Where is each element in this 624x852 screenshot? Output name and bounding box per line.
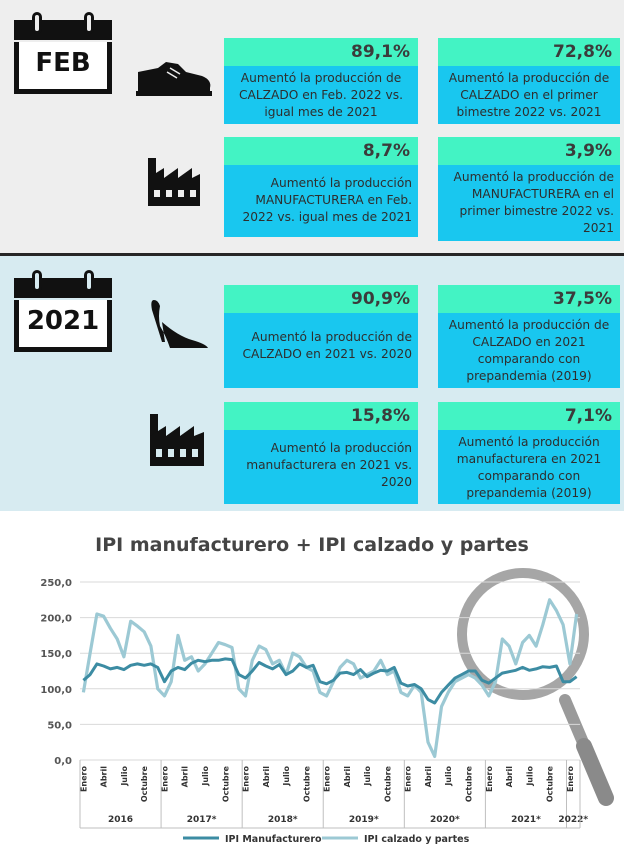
- y-tick-label: 250,0: [40, 578, 72, 589]
- x-tick-label: Abril: [505, 766, 514, 788]
- year-label: 2022*: [558, 815, 588, 825]
- x-tick-label: Octubre: [221, 765, 230, 802]
- chart-title: IPI manufacturero + IPI calzado y partes: [95, 534, 529, 556]
- stat-description: Aumentó la producción manufacturera en 2…: [438, 430, 620, 504]
- x-tick-label: Octubre: [546, 765, 555, 802]
- x-tick-label: Octubre: [140, 765, 149, 802]
- legend-label: IPI calzado y partes: [364, 834, 470, 845]
- x-tick-label: Enero: [404, 766, 413, 793]
- x-tick-label: Abril: [262, 766, 271, 788]
- stat-description: Aumentó la producción de CALZADO en 2021…: [438, 313, 620, 388]
- legend-label: IPI Manufacturero: [225, 834, 322, 845]
- stat-card-feb-3: 8,7% Aumentó la producción MANUFACTURERA…: [224, 137, 418, 237]
- x-tick-label: Octubre: [465, 765, 474, 802]
- stat-card-feb-1: 89,1% Aumentó la producción de CALZADO e…: [224, 38, 418, 124]
- factory-icon: [150, 414, 204, 466]
- year-2021-panel: 2021 90,9% Aumentó la producción de CALZ…: [0, 253, 624, 511]
- x-tick-label: Julio: [444, 766, 453, 787]
- stat-card-2021-4: 7,1% Aumentó la producción manufacturera…: [438, 402, 620, 504]
- stat-percent: 89,1%: [224, 38, 418, 66]
- y-tick-label: 50,0: [47, 720, 72, 731]
- x-tick-label: Enero: [79, 766, 88, 793]
- year-label: 2020*: [430, 815, 460, 825]
- stat-card-2021-2: 37,5% Aumentó la producción de CALZADO e…: [438, 285, 620, 388]
- feb-panel: FEB 89,1% Aumentó la producción de CALZA…: [0, 0, 624, 253]
- stat-card-2021-3: 15,8% Aumentó la producción manufacturer…: [224, 402, 418, 504]
- stat-description: Aumentó la producción de MANUFACTURERA e…: [438, 165, 620, 241]
- year-label: 2021*: [511, 815, 541, 825]
- x-tick-label: Enero: [485, 766, 494, 793]
- stat-card-2021-1: 90,9% Aumentó la producción de CALZADO e…: [224, 285, 418, 388]
- series-line-manufacturero: [82, 657, 578, 705]
- stat-description: Aumentó la producción de CALZADO en 2021…: [224, 313, 418, 388]
- stat-percent: 90,9%: [224, 285, 418, 313]
- x-tick-label: Abril: [424, 766, 433, 788]
- stat-percent: 8,7%: [224, 137, 418, 165]
- x-tick-label: Enero: [160, 766, 169, 793]
- x-tick-label: Enero: [242, 766, 251, 793]
- stat-percent: 3,9%: [438, 137, 620, 165]
- x-tick-label: Julio: [363, 766, 372, 787]
- stat-description: Aumentó la producción de CALZADO en Feb.…: [224, 66, 418, 124]
- y-tick-label: 200,0: [40, 614, 72, 625]
- x-tick-label: Octubre: [383, 765, 392, 802]
- shoe-icon: [136, 62, 212, 96]
- calendar-label-2021: 2021: [26, 306, 100, 336]
- factory-icon: [148, 158, 200, 206]
- calendar-icon: FEB: [14, 12, 112, 94]
- y-tick-label: 100,0: [40, 685, 72, 696]
- x-tick-label: Octubre: [302, 765, 311, 802]
- calendar-icon: 2021: [14, 270, 112, 352]
- x-tick-label: Julio: [525, 766, 534, 787]
- stat-card-feb-2: 72,8% Aumentó la producción de CALZADO e…: [438, 38, 620, 124]
- stat-percent: 72,8%: [438, 38, 620, 66]
- y-tick-label: 0,0: [54, 756, 72, 767]
- stat-card-feb-4: 3,9% Aumentó la producción de MANUFACTUR…: [438, 137, 620, 241]
- stat-description: Aumentó la producción de CALZADO en el p…: [438, 66, 620, 124]
- high-heel-icon: [151, 300, 208, 348]
- x-tick-label: Julio: [120, 766, 129, 787]
- y-tick-label: 150,0: [40, 649, 72, 660]
- x-tick-label: Enero: [566, 766, 575, 793]
- stat-description: Aumentó la producción manufacturera en 2…: [224, 430, 418, 504]
- x-tick-label: Julio: [201, 766, 210, 787]
- x-tick-label: Julio: [282, 766, 291, 787]
- stat-percent: 37,5%: [438, 285, 620, 313]
- calendar-label-feb: FEB: [35, 48, 91, 78]
- line-chart: 0,0 50,0 100,0 150,0 200,0 250,0 Enero Abril Jul…: [40, 568, 614, 845]
- x-tick-label: Abril: [100, 766, 109, 788]
- year-label: 2019*: [349, 815, 379, 825]
- x-tick-label: Enero: [323, 766, 332, 793]
- stat-description: Aumentó la producción MANUFACTURERA en F…: [224, 165, 418, 237]
- year-label: 2017*: [187, 815, 217, 825]
- x-tick-label: Abril: [181, 766, 190, 788]
- magnifier-icon: [457, 568, 614, 806]
- stat-percent: 15,8%: [224, 402, 418, 430]
- year-label: 2016: [108, 815, 133, 825]
- series-line-calzado: [81, 598, 579, 758]
- stat-percent: 7,1%: [438, 402, 620, 430]
- year-label: 2018*: [268, 815, 298, 825]
- x-tick-label: Abril: [343, 766, 352, 788]
